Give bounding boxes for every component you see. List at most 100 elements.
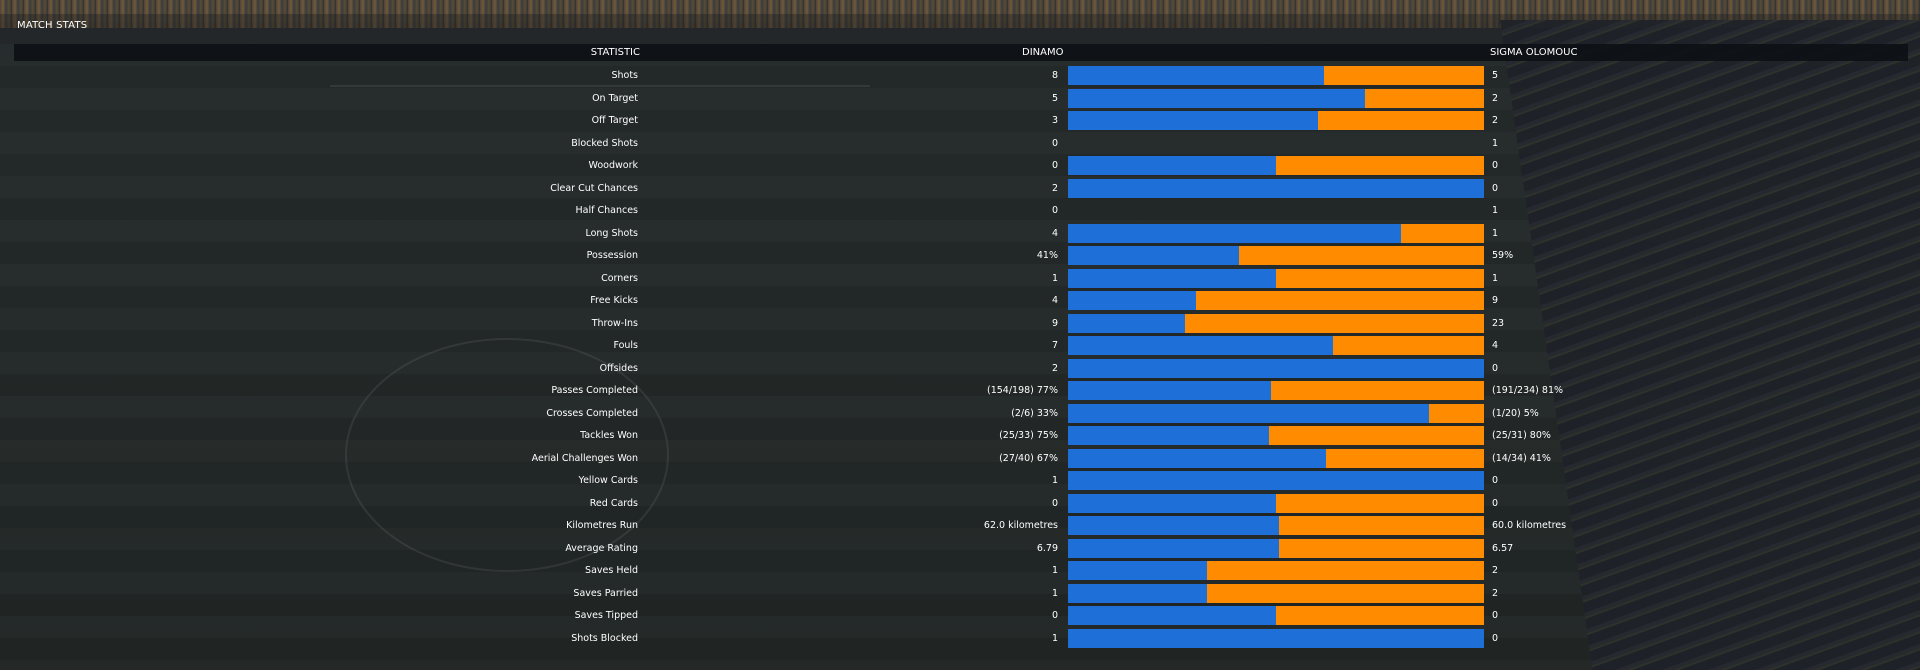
stat-row[interactable]: Clear Cut Chances 2 0 [0, 177, 1920, 200]
home-share-bar [1068, 516, 1280, 535]
home-value: (2/6) 33% [1011, 407, 1058, 419]
home-value: 1 [1051, 272, 1058, 284]
stat-row[interactable]: Blocked Shots 0 1 [0, 132, 1920, 155]
away-share-bar [1270, 381, 1484, 400]
home-share-bar [1068, 606, 1276, 625]
stat-row[interactable]: Possession 41% 59% [0, 244, 1920, 267]
comparison-bar [1068, 246, 1484, 265]
away-share-bar [1238, 246, 1484, 265]
home-value: 1 [1051, 632, 1058, 644]
home-share-bar [1068, 223, 1401, 243]
header-home-team[interactable]: DINAMO [1022, 47, 1064, 58]
away-share-bar [1429, 403, 1484, 423]
home-share-bar [1068, 156, 1276, 175]
stat-label: Shots Blocked [571, 632, 638, 644]
home-value: 4 [1051, 295, 1058, 306]
away-share-bar [1279, 538, 1484, 558]
stat-row[interactable]: Crosses Completed (2/6) 33% (1/20) 5% [0, 402, 1920, 425]
stat-row[interactable]: Shots Blocked 1 0 [0, 627, 1920, 650]
away-share-bar [1196, 291, 1484, 310]
home-share-bar [1068, 471, 1484, 490]
comparison-bar [1068, 178, 1484, 198]
away-value: 2 [1492, 565, 1499, 576]
panel-title: MATCH STATS [17, 20, 88, 31]
away-share-bar [1184, 313, 1484, 333]
home-value: 2 [1051, 362, 1058, 374]
home-share-bar [1068, 583, 1207, 603]
comparison-bar [1068, 66, 1484, 85]
home-value: 8 [1051, 70, 1058, 81]
header-away-team[interactable]: SIGMA OLOMOUC [1490, 47, 1578, 58]
home-share-bar [1068, 291, 1197, 310]
stat-row[interactable]: Woodwork 0 0 [0, 154, 1920, 177]
stat-label: Offsides [599, 362, 638, 374]
away-value: 0 [1492, 497, 1499, 509]
home-share-bar [1068, 493, 1276, 513]
stat-row[interactable]: Half Chances 0 1 [0, 199, 1920, 222]
home-share-bar [1068, 66, 1324, 85]
comparison-bar [1068, 516, 1484, 535]
home-value: 4 [1051, 227, 1058, 239]
stat-row[interactable]: Offsides 2 0 [0, 357, 1920, 380]
stat-row[interactable]: Saves Held 1 2 [0, 559, 1920, 582]
stat-row[interactable]: Aerial Challenges Won (27/40) 67% (14/34) … [0, 447, 1920, 470]
stat-row[interactable]: Yellow Cards 1 0 [0, 469, 1920, 492]
away-share-bar [1276, 493, 1484, 513]
stat-row[interactable]: Average Rating 6.79 6.57 [0, 537, 1920, 560]
stat-row[interactable]: On Target 5 2 [0, 87, 1920, 110]
home-share-bar [1068, 538, 1280, 558]
stat-label: Possession [586, 250, 638, 261]
stat-row[interactable]: Red Cards 0 0 [0, 492, 1920, 515]
away-value: 0 [1492, 160, 1499, 171]
stat-row[interactable]: Passes Completed (154/198) 77% (191/234) 8… [0, 379, 1920, 402]
stat-row[interactable]: Shots 8 5 [0, 64, 1920, 87]
away-value: (1/20) 5% [1492, 407, 1539, 419]
stat-row[interactable]: Off Target 3 2 [0, 109, 1920, 132]
stat-label: Tackles Won [580, 430, 638, 441]
stat-label: Woodwork [588, 160, 638, 171]
home-value: (27/40) 67% [999, 452, 1058, 464]
home-value: 9 [1051, 317, 1058, 329]
stat-row[interactable]: Fouls 7 4 [0, 334, 1920, 357]
away-value: 1 [1492, 227, 1499, 239]
home-value: 6.79 [1036, 542, 1058, 554]
away-share-bar [1400, 223, 1484, 243]
away-share-bar [1206, 561, 1484, 580]
home-value: (25/33) 75% [999, 430, 1058, 441]
comparison-bar [1068, 493, 1484, 513]
home-share-bar [1068, 111, 1318, 130]
comparison-bar [1068, 381, 1484, 400]
away-share-bar [1279, 516, 1484, 535]
away-share-bar [1276, 156, 1484, 175]
stat-row[interactable]: Saves Tipped 0 0 [0, 604, 1920, 627]
home-value: 0 [1051, 205, 1058, 216]
stat-row[interactable]: Long Shots 4 1 [0, 222, 1920, 245]
stat-row[interactable]: Free Kicks 4 9 [0, 289, 1920, 312]
comparison-bar [1068, 583, 1484, 603]
comparison-bar [1068, 448, 1484, 468]
away-value: 0 [1492, 362, 1499, 374]
stat-label: Yellow Cards [578, 475, 638, 486]
stat-row[interactable]: Kilometres Run 62.0 kilometres 60.0 kilome… [0, 514, 1920, 537]
away-value: 0 [1492, 475, 1499, 486]
home-share-bar [1068, 313, 1185, 333]
stat-row[interactable]: Saves Parried 1 2 [0, 582, 1920, 605]
home-value: 0 [1051, 497, 1058, 509]
away-value: 59% [1492, 250, 1514, 261]
home-share-bar [1068, 178, 1484, 198]
home-value: 0 [1051, 160, 1058, 171]
stat-row[interactable]: Throw-Ins 9 23 [0, 312, 1920, 335]
away-value: 6.57 [1492, 542, 1514, 554]
stat-row[interactable]: Tackles Won (25/33) 75% (25/31) 80% [0, 424, 1920, 447]
comparison-bar [1068, 268, 1484, 288]
away-share-bar [1269, 426, 1484, 445]
comparison-bar [1068, 538, 1484, 558]
header-statistic[interactable]: STATISTIC [590, 47, 640, 58]
pitch-center-circle [345, 338, 669, 572]
stat-label: Average Rating [565, 542, 638, 554]
comparison-bar [1068, 88, 1484, 108]
stat-row[interactable]: Corners 1 1 [0, 267, 1920, 290]
away-value: 23 [1492, 317, 1505, 329]
home-value: (154/198) 77% [986, 385, 1058, 396]
comparison-bar [1068, 628, 1484, 648]
